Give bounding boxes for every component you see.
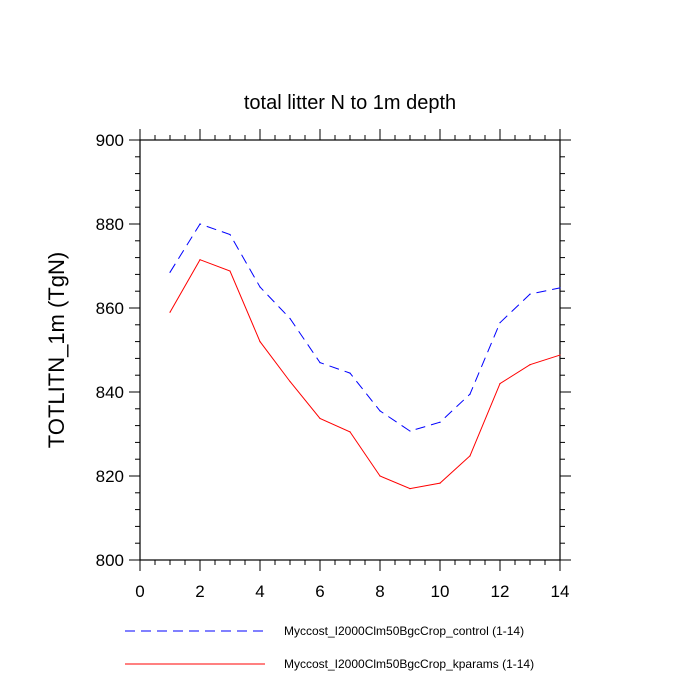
x-tick-label: 6: [315, 582, 324, 601]
series-2-point: [559, 354, 561, 356]
series-2-point: [169, 311, 171, 313]
y-tick-label: 820: [96, 467, 124, 486]
x-tick-label: 4: [255, 582, 264, 601]
y-tick-label: 800: [96, 551, 124, 570]
series-2-point: [289, 380, 291, 383]
series-line-2: [169, 259, 561, 490]
x-tick-label: 14: [551, 582, 570, 601]
y-tick-label: 840: [96, 383, 124, 402]
legend-label-1: Myccost_I2000Clm50BgcCrop_control (1-14): [284, 624, 524, 638]
x-tick-label: 8: [375, 582, 384, 601]
y-axis-label: TOTLITN_1m (TgN): [44, 252, 69, 448]
series-1-point: [199, 223, 201, 225]
series-2-point: [259, 341, 261, 343]
y-tick-label: 860: [96, 299, 124, 318]
series-2-point: [499, 383, 501, 385]
series-2-point: [439, 482, 441, 484]
x-tick-label: 2: [195, 582, 204, 601]
series-2-point: [229, 270, 231, 272]
series-1-point: [529, 293, 531, 295]
legend-label-2: Myccost_I2000Clm50BgcCrop_kparams (1-14): [284, 657, 534, 671]
series-1-point: [169, 271, 171, 273]
series-1-point: [469, 393, 471, 395]
x-tick-label: 10: [431, 582, 450, 601]
series-1-point: [289, 317, 291, 320]
series-2-point: [379, 475, 381, 477]
series-1-point: [379, 410, 381, 412]
series-2-point: [529, 364, 531, 366]
series-line-1: [169, 223, 561, 432]
series-2-point: [349, 431, 351, 433]
x-tick-label: 12: [491, 582, 510, 601]
plot-frame: [139, 139, 561, 561]
series-1-point: [229, 233, 231, 236]
series-2-point: [409, 488, 411, 490]
series-1-point: [559, 287, 561, 289]
x-tick-label: 0: [135, 582, 144, 601]
series-1-point: [259, 286, 261, 288]
series-2-point: [469, 455, 471, 457]
series-1-point: [499, 322, 501, 324]
y-tick-label: 900: [96, 131, 124, 150]
series-2-point: [199, 259, 201, 261]
series-1-point: [409, 430, 411, 432]
series-1-point: [319, 362, 321, 364]
series-1-point: [349, 372, 351, 374]
series-2-point: [319, 417, 321, 420]
series-1-point: [439, 421, 441, 423]
y-tick-label: 880: [96, 215, 124, 234]
chart-title: total litter N to 1m depth: [244, 92, 456, 114]
